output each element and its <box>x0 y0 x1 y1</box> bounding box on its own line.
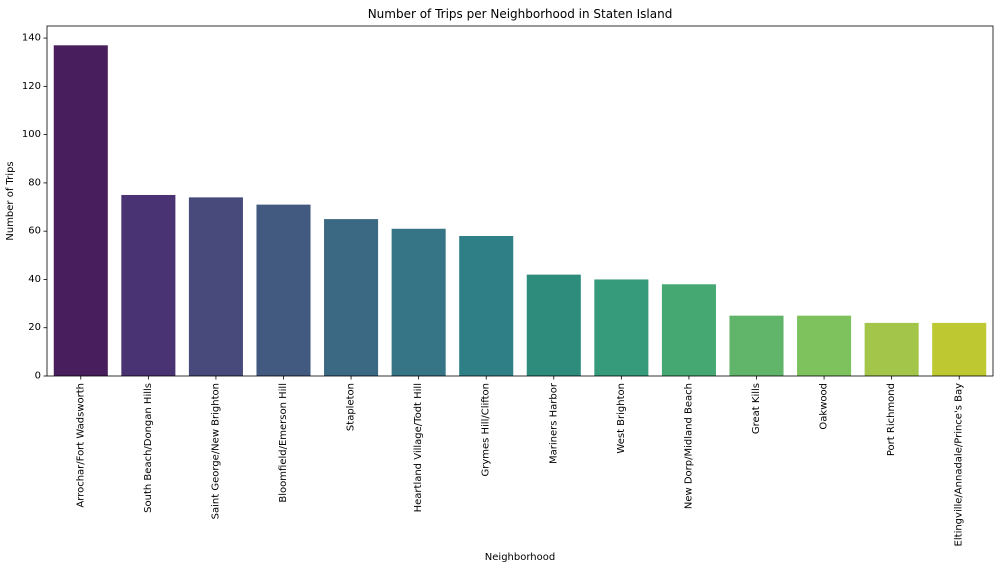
bar <box>932 322 987 376</box>
y-axis-title: Number of Trips <box>5 161 16 240</box>
x-axis: Arrochar/Fort Wadsworth South Beach/Donga… <box>75 376 965 547</box>
x-tick-label: West Brighton <box>616 383 627 454</box>
bar <box>53 45 108 377</box>
y-tick-label: 120 <box>22 81 41 92</box>
y-tick-label: 0 <box>35 371 41 382</box>
y-tick-label: 40 <box>28 274 41 285</box>
x-tick-label: Eltingville/Annadale/Prince's Bay <box>954 383 965 547</box>
bar <box>324 219 379 376</box>
x-tick-label: Grymes Hill/Clifton <box>481 383 492 477</box>
x-tick-label: Stapleton <box>346 383 357 431</box>
x-tick-label: Heartland Village/Todt Hill <box>413 383 424 512</box>
bar <box>864 322 919 376</box>
bar <box>188 197 243 376</box>
y-tick-label: 80 <box>28 177 41 188</box>
x-tick-label: Saint George/New Brighton <box>210 383 221 519</box>
bar <box>459 236 514 376</box>
plot-frame <box>46 25 994 377</box>
y-axis: 0 20 40 60 80 100 120 140 <box>22 33 47 382</box>
x-tick-label: Arrochar/Fort Wadsworth <box>75 383 86 508</box>
bar <box>661 284 716 376</box>
x-tick-label: Oakwood <box>819 383 830 430</box>
x-tick-label: Mariners Harbor <box>548 382 559 464</box>
bar <box>797 315 852 376</box>
bars-group <box>53 45 987 377</box>
y-tick-label: 20 <box>28 322 41 333</box>
chart-title: Number of Trips per Neighborhood in Stat… <box>368 7 673 21</box>
x-tick-label: Great Kills <box>751 383 762 434</box>
x-tick-label: Port Richmond <box>886 383 897 456</box>
x-tick-label: Bloomfield/Emerson Hill <box>278 383 289 503</box>
bar <box>526 274 581 376</box>
y-tick-label: 100 <box>22 129 41 140</box>
x-axis-title: Neighborhood <box>485 552 555 563</box>
y-tick-label: 60 <box>28 226 41 237</box>
x-tick-label: South Beach/Dongan Hills <box>143 383 154 513</box>
bar <box>121 194 176 376</box>
y-tick-label: 140 <box>22 33 41 44</box>
x-tick-label: New Dorp/Midland Beach <box>683 383 694 509</box>
bar <box>729 315 784 376</box>
bar <box>594 279 649 376</box>
bar <box>256 204 311 376</box>
bar <box>391 228 446 376</box>
